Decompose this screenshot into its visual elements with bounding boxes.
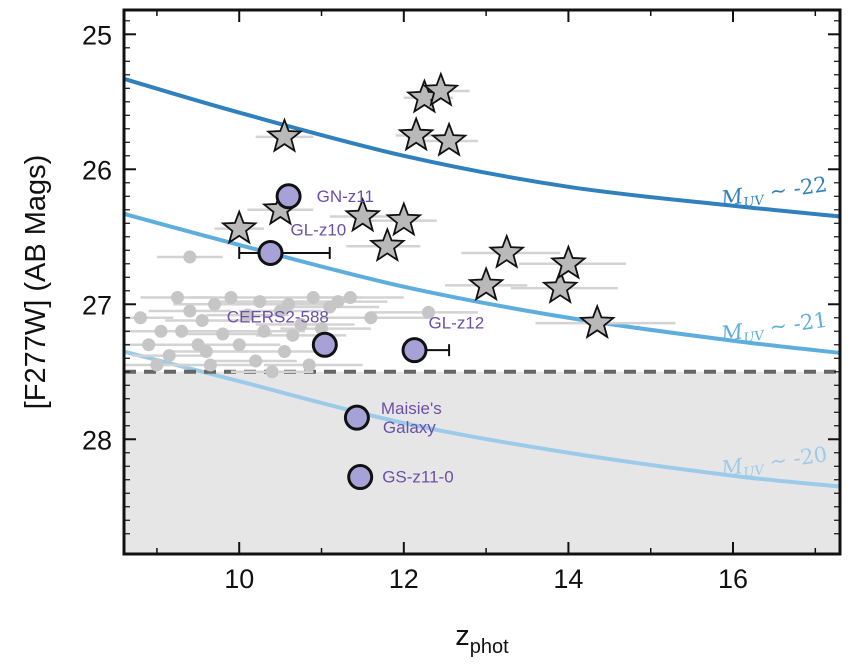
x-axis-label: zphot [455,620,509,658]
x-tick-label: 10 [224,564,254,594]
label-maisie-s-galaxy-2: Galaxy [383,418,436,437]
star-marker [422,71,460,107]
label-maisie-s-galaxy-1: Maisie's [381,399,442,418]
faint-region-shade [124,371,840,554]
x-axis-label-main: z [455,620,470,652]
muv-label-main: M [719,184,745,211]
small-point [294,318,308,332]
small-point [232,338,246,352]
label-gs-z11-0: GS-z11-0 [382,468,454,487]
small-point [154,324,168,338]
small-point [162,349,176,363]
y-tick-label: 27 [82,290,112,320]
label-ceers2-588: CEERS2-588 [227,307,329,326]
small-point [216,327,230,341]
small-point [142,338,156,352]
y-axis-label: [F277W] (AB Mags) [20,155,52,410]
star-marker [385,201,423,237]
small-point [175,324,189,338]
small-point [240,308,254,322]
plot-frame [122,8,842,556]
small-point [133,311,147,325]
x-tick-label: 16 [718,564,748,594]
highlighted-sources [238,183,451,491]
small-point [224,291,238,305]
star-marker [344,196,382,233]
muv-label-main: M [719,319,745,346]
star-marker [578,303,616,339]
muv-curves [124,76,840,489]
small-point [282,297,296,311]
star-marker [368,226,406,263]
small-point [199,345,213,359]
star-marker [220,209,258,245]
y-tick-label: 28 [82,425,112,455]
muv-label-sub: UV [743,328,767,346]
muv-label-sub: UV [743,193,767,211]
small-point [343,291,357,305]
star-marker [488,233,526,269]
small-sources [133,250,436,379]
small-point [183,250,197,264]
label-gn-z11: GN-z11 [317,187,374,206]
galaxy-labels: GN-z11 GL-z10 CEERS2-588 GL-z12 Maisie'sGala… [227,187,484,487]
small-point [331,295,345,309]
star-marker [430,121,468,157]
small-point [253,295,267,309]
muv-curve-20 [124,349,840,489]
highlight-point-maisie-s-galaxy [343,404,370,431]
small-point [203,358,217,372]
small-point [302,358,316,372]
small-point [277,345,291,359]
muv-label-22: MUV ~ -22 [719,172,829,214]
small-point [306,291,320,305]
small-point [422,305,436,319]
small-point [286,328,300,342]
highlight-point-gs-z11-0 [347,464,374,491]
small-point [364,311,378,325]
small-point [150,358,164,372]
y-tick-label: 25 [82,20,112,50]
small-point [249,354,263,368]
muv-label-value: ~ -21 [761,308,828,341]
small-point [183,304,197,318]
label-gl-z10: GL-z10 [290,220,346,239]
small-point [195,313,209,327]
small-point [170,291,184,305]
label-gl-z12: GL-z12 [429,314,485,333]
star-marker [467,265,505,302]
small-point [257,324,271,338]
plot-area [124,71,840,554]
star-marker [549,244,587,280]
star-marker [265,117,304,153]
muv-label-value: ~ -22 [761,172,828,205]
small-point [265,365,279,379]
muv-label-sub: UV [743,463,767,481]
star-candidates [220,71,616,339]
x-tick-label: 12 [389,564,419,594]
star-marker [541,268,579,304]
muv-curve-22 [124,76,840,219]
highlight-point-ceers2-588 [311,331,338,358]
star-marker [397,115,435,152]
muv-label-21: MUV ~ -21 [719,308,829,350]
highlight-point-gl-z10 [257,239,284,266]
y-tick-label: 26 [82,155,112,185]
highlight-point-gn-z11 [275,183,302,210]
small-point [208,297,222,311]
x-tick-label: 14 [553,564,583,594]
axis-ticks: 10 12 14 16 25 26 27 28 [82,10,840,594]
muv-label-main: M [719,454,745,481]
x-axis-label-sub: phot [470,636,509,658]
highlight-point-gl-z12 [401,337,428,364]
muv-curve-21 [124,211,840,355]
